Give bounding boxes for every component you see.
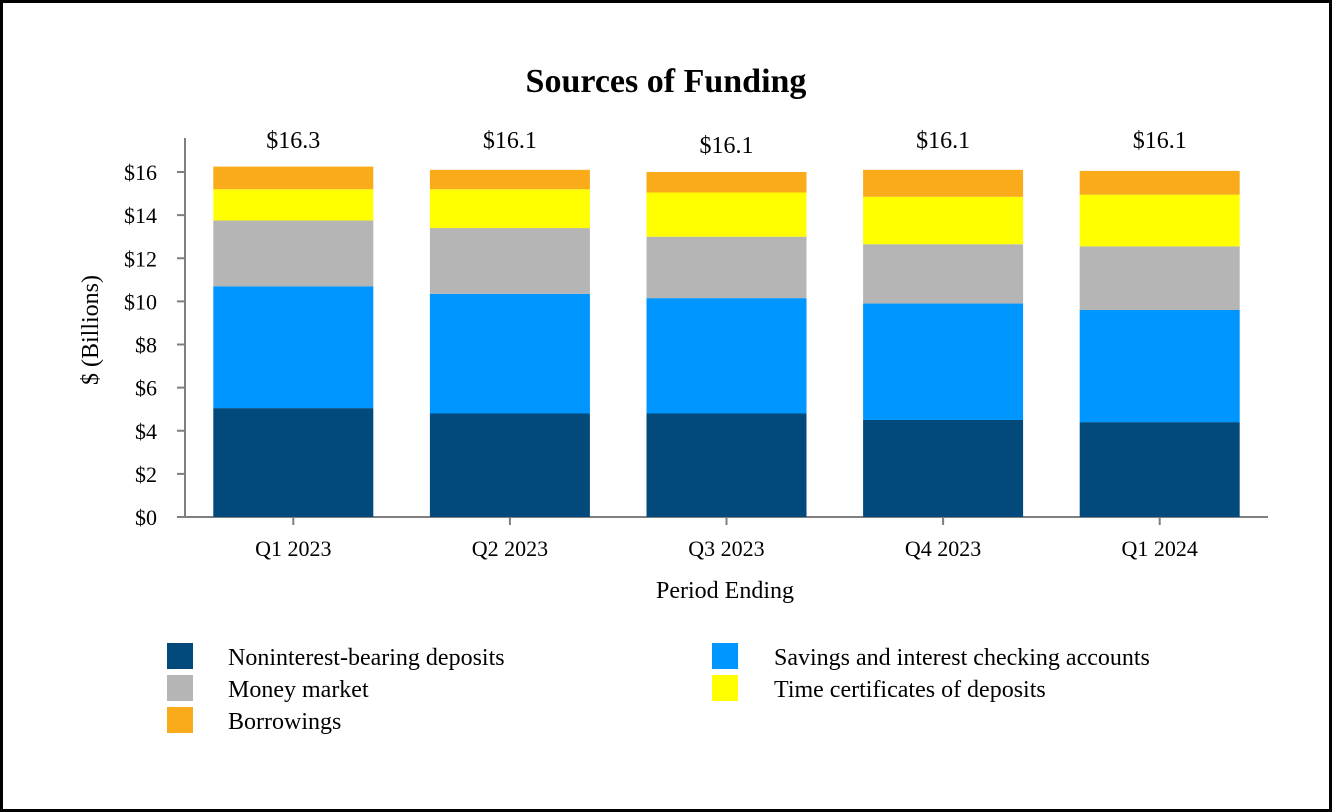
bar-segment-time-certificates-of-deposits [213, 189, 374, 221]
bar-segment-savings-and-interest-checking-accounts [1079, 310, 1240, 423]
y-tick-label: $2 [135, 462, 157, 487]
legend-item-money-market: Money market [167, 675, 369, 703]
legend-item-time-certificates-of-deposits: Time certificates of deposits [712, 675, 1046, 703]
bar-segment-noninterest-bearing-deposits [1079, 422, 1240, 517]
x-tick-label: Q2 2023 [472, 536, 548, 561]
y-tick-label: $6 [135, 376, 157, 401]
bar-segment-noninterest-bearing-deposits [863, 419, 1024, 517]
legend-item-noninterest-bearing-deposits: Noninterest-bearing deposits [167, 643, 505, 671]
legend-swatch [167, 675, 193, 701]
bar-segment-borrowings [863, 169, 1024, 197]
bar-segment-noninterest-bearing-deposits [646, 413, 807, 517]
bar-segment-noninterest-bearing-deposits [429, 413, 590, 517]
bar-segment-money-market [213, 220, 374, 287]
bar-segment-borrowings [429, 169, 590, 190]
bar-total-label: $16.3 [266, 128, 320, 154]
legend-label: Money market [228, 677, 369, 703]
x-axis-title: Period Ending [656, 578, 794, 604]
bar-segment-money-market [429, 228, 590, 294]
x-tick-label: Q1 2023 [255, 536, 331, 561]
bar-segment-money-market [1079, 246, 1240, 310]
y-tick-label: $14 [124, 203, 157, 228]
bar-segment-money-market [646, 236, 807, 299]
bar-total-label: $16.1 [700, 133, 754, 159]
y-tick-label: $4 [135, 419, 157, 444]
chart-title: Sources of Funding [526, 63, 807, 100]
x-tick-label: Q4 2023 [905, 536, 981, 561]
bar-segment-time-certificates-of-deposits [646, 192, 807, 237]
bar-total-label: $16.1 [483, 128, 537, 154]
y-tick-label: $12 [124, 246, 157, 271]
bar-segment-borrowings [646, 172, 807, 193]
bar-segment-money-market [863, 244, 1024, 304]
legend: Noninterest-bearing deposits Savings and … [167, 643, 1150, 735]
legend-swatch [712, 643, 738, 669]
legend-swatch [167, 643, 193, 669]
bar-total-label: $16.1 [1133, 128, 1187, 154]
y-tick-label: $0 [135, 505, 157, 530]
bar-segment-time-certificates-of-deposits [1079, 194, 1240, 247]
bar-segment-borrowings [213, 166, 374, 190]
y-axis-title: $ (Billions) [78, 275, 104, 385]
legend-item-borrowings: Borrowings [167, 707, 341, 735]
x-tick-label: Q3 2023 [688, 536, 764, 561]
plot-area: $0 $2 $4 $6 $8 $10 $12 $14 $16 $16.3 Q1 2023 $16.1 Q… [124, 128, 1268, 561]
bar-segment-savings-and-interest-checking-accounts [429, 293, 590, 414]
y-tick-label: $10 [124, 289, 157, 314]
legend-label: Savings and interest checking accounts [774, 645, 1150, 671]
bar-total-label: $16.1 [916, 128, 970, 154]
x-tick-label: Q1 2024 [1122, 536, 1198, 561]
bar-segment-savings-and-interest-checking-accounts [213, 286, 374, 409]
legend-label: Borrowings [228, 709, 341, 735]
legend-label: Noninterest-bearing deposits [228, 645, 505, 671]
legend-label: Time certificates of deposits [774, 677, 1046, 703]
bar-segment-savings-and-interest-checking-accounts [863, 303, 1024, 420]
legend-item-savings-and-interest-checking-accounts: Savings and interest checking accounts [712, 643, 1150, 671]
bar-segment-time-certificates-of-deposits [429, 189, 590, 229]
bar-segment-savings-and-interest-checking-accounts [646, 298, 807, 414]
legend-swatch [712, 675, 738, 701]
bar-segment-borrowings [1079, 170, 1240, 195]
y-tick-label: $8 [135, 333, 157, 358]
y-tick-label: $16 [124, 160, 157, 185]
bar-segment-noninterest-bearing-deposits [213, 408, 374, 517]
legend-swatch [167, 707, 193, 733]
bar-segment-time-certificates-of-deposits [863, 196, 1024, 245]
